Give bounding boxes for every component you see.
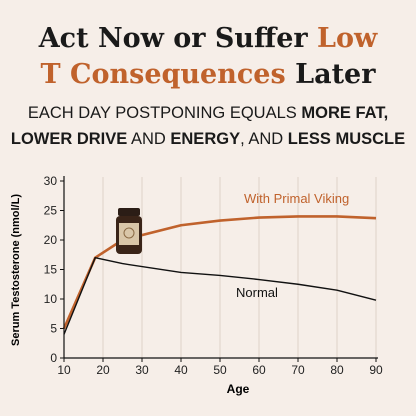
subtitle-part: AND (127, 130, 170, 148)
subtitle-part: LESS MUSCLE (288, 130, 405, 148)
y-axis-label: Serum Testosterone (nmol/L) (10, 194, 22, 346)
subtitle-line: LOWER DRIVE AND ENERGY, AND LESS MUSCLE (11, 130, 405, 148)
x-tick-label: 70 (291, 363, 305, 377)
title-part: Later (286, 59, 377, 90)
x-tick-label: 30 (135, 363, 149, 377)
x-tick-label: 10 (57, 363, 71, 377)
title-line: Act Now or Suffer Low (38, 23, 378, 54)
series-line (63, 257, 377, 335)
subtitle-part: MORE FAT, (301, 104, 388, 122)
subtitle-part: ENERGY (170, 130, 240, 148)
subtitle-part: LOWER DRIVE (11, 130, 127, 148)
y-tick-label: 10 (44, 292, 58, 306)
series-label: With Primal Viking (244, 191, 349, 206)
y-tick-label: 20 (44, 233, 58, 247)
title-part: Low (317, 23, 378, 54)
series-line (62, 215, 377, 330)
x-tick-label: 50 (213, 363, 227, 377)
series-label: Normal (236, 285, 278, 300)
subtitle-part: , AND (240, 130, 288, 148)
product-bottle (116, 208, 142, 254)
x-tick-label: 40 (174, 363, 188, 377)
y-tick-label: 0 (50, 351, 57, 365)
title-line: T Consequences Later (41, 59, 377, 90)
y-tick-label: 25 (44, 204, 58, 218)
title-part: Act Now or Suffer (38, 23, 317, 54)
x-tick-label: 90 (369, 363, 383, 377)
x-axis-label: Age (227, 382, 250, 396)
subtitle-line: EACH DAY POSTPONING EQUALS MORE FAT, (28, 104, 388, 122)
x-tick-label: 80 (330, 363, 344, 377)
x-tick-label: 20 (96, 363, 110, 377)
y-tick-label: 5 (50, 322, 57, 336)
y-tick-label: 15 (44, 263, 58, 277)
y-tick-label: 30 (44, 174, 58, 188)
title-part: T Consequences (41, 59, 286, 90)
x-tick-label: 60 (252, 363, 266, 377)
subtitle-part: EACH DAY POSTPONING EQUALS (28, 104, 302, 122)
